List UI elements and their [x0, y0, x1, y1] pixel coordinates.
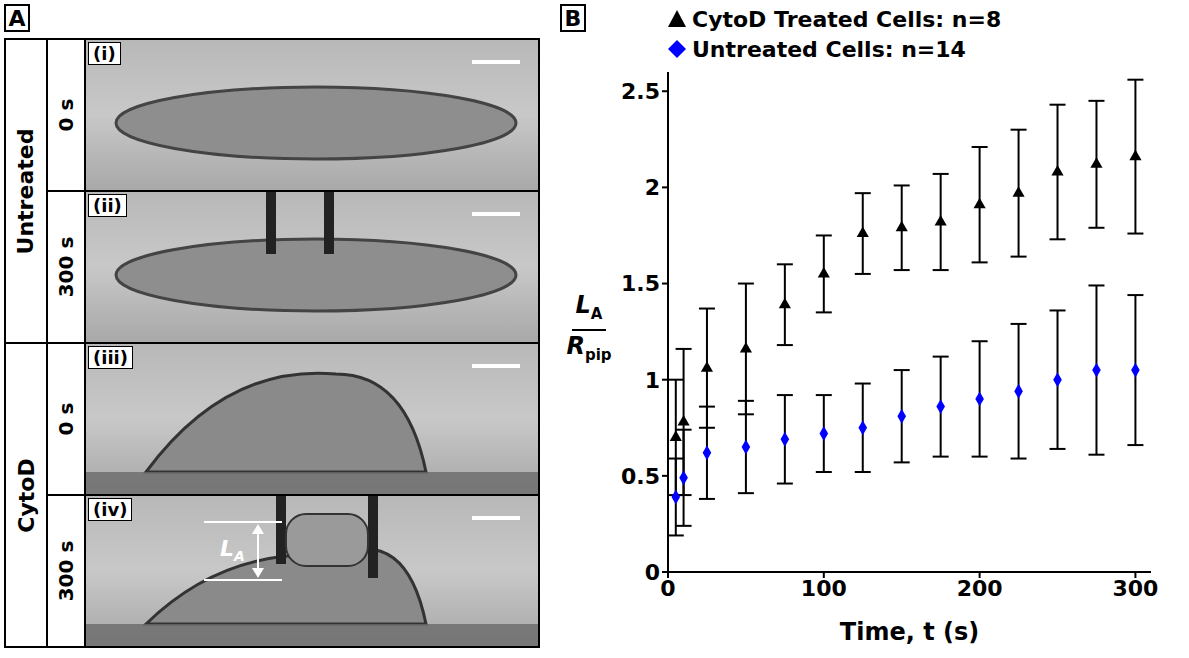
svg-text:1.5: 1.5 [621, 271, 660, 296]
svg-text:100: 100 [801, 576, 847, 601]
html-text:Untreated Cells: n=14: Untreated Cells: n=14 [692, 36, 966, 62]
html-text:LA: LA [220, 536, 245, 565]
html-text:300 s: 300 s [54, 236, 78, 298]
svg-text:2.5: 2.5 [621, 79, 660, 104]
svg-text:200: 200 [957, 576, 1003, 601]
html-text:CytoD: CytoD [13, 457, 39, 533]
html-text:(iii): (iii) [93, 347, 128, 368]
html-text:300 s: 300 s [54, 540, 78, 602]
svg-text:1: 1 [645, 368, 660, 393]
svg-text:0: 0 [645, 560, 660, 585]
svg-text:300: 300 [1112, 576, 1158, 601]
html-text:(i): (i) [93, 43, 116, 64]
html-text:(ii): (ii) [93, 195, 122, 216]
html-text:(iv): (iv) [93, 499, 128, 520]
svg-text:2: 2 [645, 175, 660, 200]
html-text:B: B [564, 5, 582, 31]
html-text:Rpip: Rpip [566, 331, 612, 364]
html-text:A: A [8, 5, 26, 31]
html-text:Untreated: Untreated [13, 128, 39, 254]
svg-text:0: 0 [660, 576, 675, 601]
html-text:LA: LA [575, 291, 603, 323]
html-text:0 s: 0 s [54, 98, 78, 132]
html-text:CytoD Treated Cells: n=8: CytoD Treated Cells: n=8 [692, 6, 1002, 32]
svg-text:0.5: 0.5 [621, 464, 660, 489]
html-text:0 s: 0 s [54, 402, 78, 436]
svg-text:Time, t (s): Time, t (s) [840, 618, 979, 646]
